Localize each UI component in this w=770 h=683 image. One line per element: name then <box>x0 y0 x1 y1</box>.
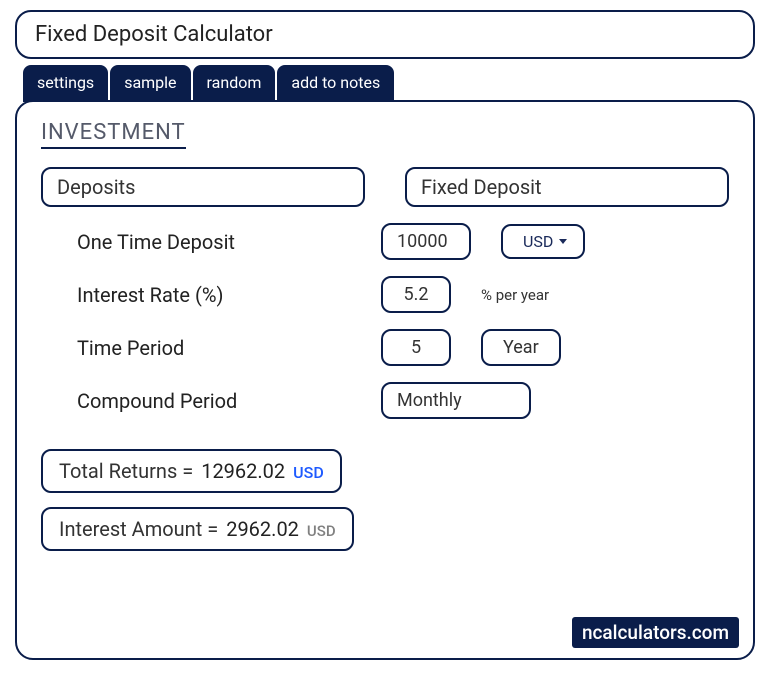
interest-amount-label: Interest Amount = <box>59 517 218 541</box>
interest-amount-result: Interest Amount = 2962.02 USD <box>41 507 354 551</box>
column-fixed-deposit[interactable]: Fixed Deposit <box>405 167 729 207</box>
total-returns-value: 12962.02 <box>201 459 285 483</box>
tabs: settings sample random add to notes <box>23 65 755 102</box>
one-time-deposit-label: One Time Deposit <box>41 230 351 254</box>
one-time-deposit-input[interactable]: 10000 <box>381 223 471 260</box>
chevron-down-icon <box>559 239 567 244</box>
tab-settings[interactable]: settings <box>23 65 108 102</box>
currency-value: USD <box>523 232 553 251</box>
interest-amount-value: 2962.02 <box>226 517 299 541</box>
tab-sample[interactable]: sample <box>110 65 190 102</box>
currency-dropdown[interactable]: USD <box>501 224 585 259</box>
total-returns-result: Total Returns = 12962.02 USD <box>41 449 342 493</box>
tab-random[interactable]: random <box>193 65 276 102</box>
column-deposits[interactable]: Deposits <box>41 167 365 207</box>
interest-rate-label: Interest Rate (%) <box>41 283 351 307</box>
calculator-panel: INVESTMENT Deposits Fixed Deposit One Ti… <box>15 100 755 660</box>
total-returns-label: Total Returns = <box>59 459 193 483</box>
section-heading: INVESTMENT <box>41 120 186 149</box>
tab-add-to-notes[interactable]: add to notes <box>277 65 394 102</box>
interest-rate-input[interactable]: 5.2 <box>381 276 451 313</box>
interest-amount-currency: USD <box>307 522 336 540</box>
total-returns-currency: USD <box>293 463 324 482</box>
time-period-input[interactable]: 5 <box>381 329 451 366</box>
branding-badge: ncalculators.com <box>572 617 739 648</box>
time-period-label: Time Period <box>41 336 351 360</box>
time-unit-select[interactable]: Year <box>481 329 561 366</box>
page-title: Fixed Deposit Calculator <box>15 10 755 59</box>
compound-period-select[interactable]: Monthly <box>381 382 531 419</box>
compound-period-label: Compound Period <box>41 389 351 413</box>
rate-suffix: % per year <box>481 286 549 304</box>
